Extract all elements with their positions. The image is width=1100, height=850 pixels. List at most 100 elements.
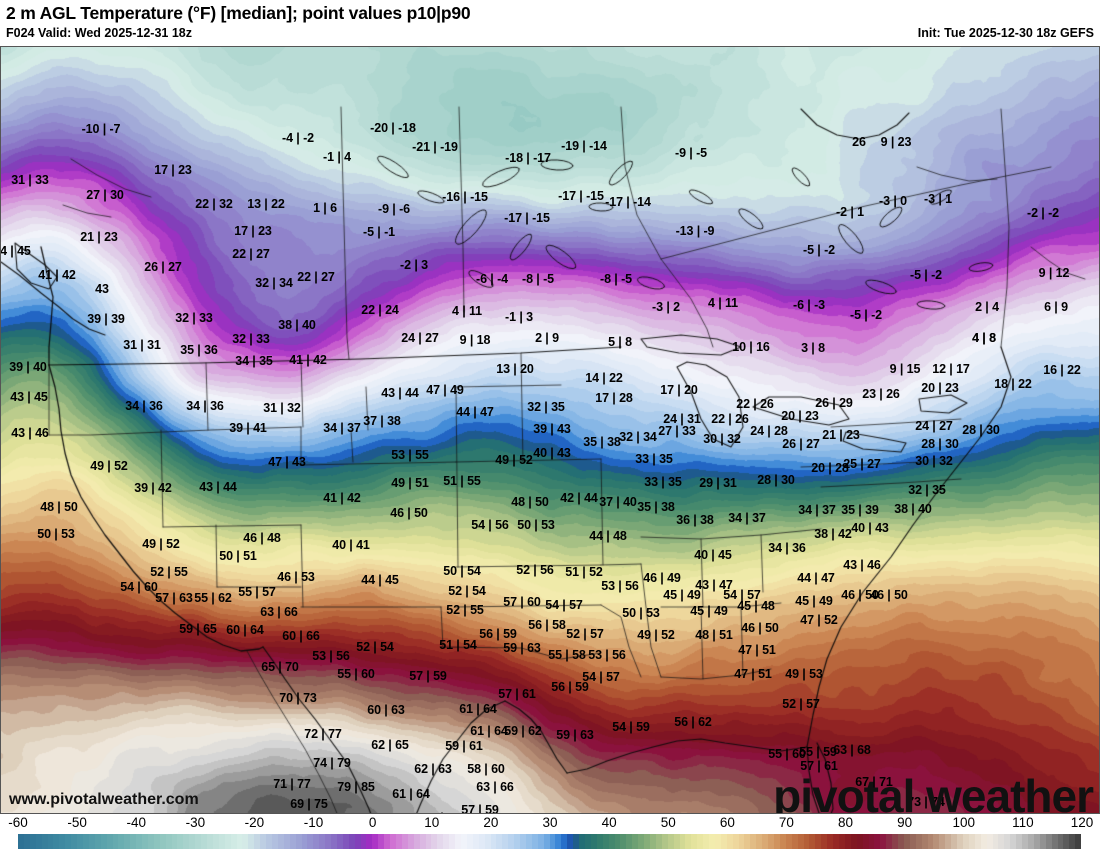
- colorbar-cell: [691, 834, 698, 849]
- colorbar-cell: [142, 834, 148, 849]
- colorbar-cell: [1075, 834, 1082, 849]
- colorbar-cell: [667, 834, 674, 849]
- colorbar-cell: [549, 834, 556, 849]
- colorbar-cell: [561, 834, 568, 849]
- colorbar-cell: [260, 834, 267, 849]
- colorbar-tick: -20: [244, 815, 265, 830]
- colorbar-cell: [827, 834, 834, 849]
- colorbar-cell: [744, 834, 751, 849]
- colorbar-cell: [189, 834, 196, 849]
- colorbar-cell: [425, 834, 432, 849]
- colorbar-cell: [644, 834, 650, 849]
- colorbar-cell: [207, 834, 213, 849]
- colorbar-cell: [1057, 834, 1064, 849]
- colorbar-cell: [112, 834, 119, 849]
- colorbar-cell: [65, 834, 72, 849]
- colorbar-cell: [183, 834, 190, 849]
- colorbar-cell: [360, 834, 367, 849]
- colorbar-cell: [903, 834, 910, 849]
- colorbar-cell: [295, 834, 302, 849]
- colorbar-cell: [88, 834, 95, 849]
- colorbar-cell: [195, 834, 202, 849]
- colorbar-cell: [313, 834, 320, 849]
- colorbar-cell: [496, 834, 503, 849]
- colorbar-tick: 100: [952, 815, 976, 830]
- colorbar-cell: [455, 834, 461, 849]
- colorbar-cell: [390, 834, 396, 849]
- colorbar-cell: [159, 834, 166, 849]
- colorbar-cell: [909, 834, 916, 849]
- colorbar-cell: [236, 834, 243, 849]
- colorbar-cell: [283, 834, 290, 849]
- colorbar-cell: [880, 834, 887, 849]
- colorbar-cell: [331, 834, 337, 849]
- colorbar-cell: [602, 834, 609, 849]
- valid-time-label: F024 Valid: Wed 2025-12-31 18z: [6, 26, 192, 40]
- colorbar-cell: [886, 834, 893, 849]
- colorbar-cell: [868, 834, 875, 849]
- colorbar-cell: [443, 834, 450, 849]
- colorbar-cell: [791, 834, 798, 849]
- colorbar-cell: [106, 834, 113, 849]
- colorbar-tick: 30: [542, 815, 558, 830]
- colorbar-tick: 110: [1012, 815, 1034, 830]
- colorbar-cell: [18, 834, 24, 849]
- colorbar-cell: [768, 834, 774, 849]
- colorbar-cell: [1045, 834, 1052, 849]
- colorbar-tick: 90: [897, 815, 913, 830]
- colorbar-cell: [248, 834, 255, 849]
- colorbar-cell: [47, 834, 54, 849]
- colorbar-cell: [738, 834, 745, 849]
- colorbar-cell: [1027, 834, 1034, 849]
- colorbar-cell: [1039, 834, 1046, 849]
- colorbar-cell: [590, 834, 597, 849]
- colorbar-cell: [336, 834, 343, 849]
- colorbar-cell: [301, 834, 308, 849]
- colorbar-cell: [927, 834, 934, 849]
- colorbar-cell: [218, 834, 225, 849]
- colorbar-cell: [348, 834, 355, 849]
- colorbar-cell: [490, 834, 497, 849]
- colorbar-cell: [573, 834, 580, 849]
- colorbar-cell: [531, 834, 538, 849]
- colorbar-cell: [980, 834, 987, 849]
- colorbar-cell: [59, 834, 66, 849]
- colorbar-cell: [212, 834, 219, 849]
- colorbar-cell: [838, 834, 845, 849]
- colorbar-cell: [254, 834, 261, 849]
- colorbar-cell: [124, 834, 131, 849]
- colorbar-cell: [856, 834, 863, 849]
- colorbar-cell: [1004, 834, 1011, 849]
- colorbar-cell: [289, 834, 296, 849]
- colorbar-cell: [915, 834, 922, 849]
- colorbar-cell: [1010, 834, 1017, 849]
- colorbar-cell: [130, 834, 137, 849]
- colorbar-cell: [520, 834, 526, 849]
- colorbar-gradient-strip: [18, 834, 1082, 849]
- colorbar-tick: 10: [424, 815, 440, 830]
- colorbar-cell: [171, 834, 178, 849]
- colorbar-cell: [809, 834, 816, 849]
- colorbar-cell: [679, 834, 686, 849]
- colorbar-tick: -10: [303, 815, 324, 830]
- colorbar-cell: [466, 834, 473, 849]
- colorbar-cell: [974, 834, 981, 849]
- header: 2 m AGL Temperature (°F) [median]; point…: [0, 0, 1100, 46]
- colorbar-cell: [638, 834, 645, 849]
- colorbar-tick: -60: [8, 815, 28, 830]
- colorbar-cell: [35, 834, 42, 849]
- colorbar-cell: [785, 834, 792, 849]
- colorbar-cell: [703, 834, 710, 849]
- colorbar-cell: [585, 834, 591, 849]
- colorbar-cell: [632, 834, 639, 849]
- colorbar-cell: [673, 834, 680, 849]
- colorbar-cell: [431, 834, 438, 849]
- colorbar-cell: [986, 834, 993, 849]
- colorbar-cell: [649, 834, 656, 849]
- colorbar-cell: [41, 834, 48, 849]
- colorbar-tick: -50: [67, 815, 87, 830]
- temperature-map[interactable]: -10 | -7 31 | 33 27 | 30 17 | 23 22 | 32 13 |…: [0, 46, 1100, 814]
- colorbar-tick: 50: [660, 815, 676, 830]
- colorbar-cell: [821, 834, 828, 849]
